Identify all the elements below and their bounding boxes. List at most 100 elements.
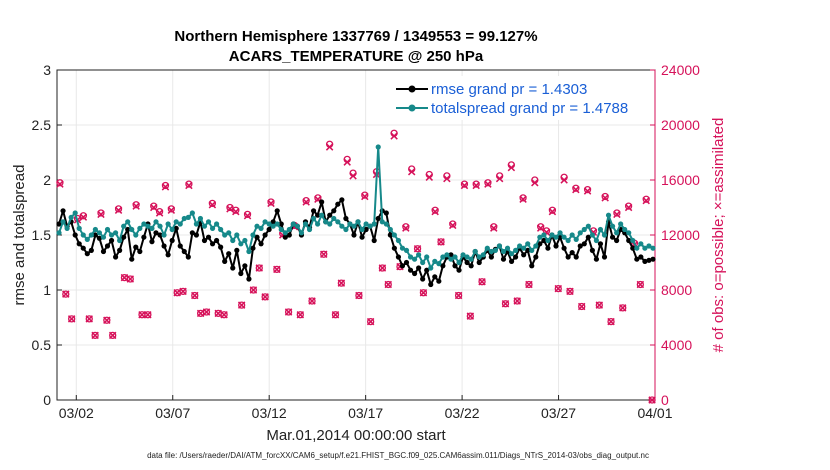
totalspread-point — [626, 230, 632, 236]
obs-assimilated-stroke — [495, 174, 504, 183]
obs-possible-point — [490, 223, 498, 231]
obs-possible-point — [109, 331, 117, 340]
obs-assimilated-point — [232, 207, 240, 216]
obs-possible-point — [566, 287, 574, 296]
obs-assimilated-point — [296, 311, 305, 319]
obs-assimilated-stroke — [243, 212, 252, 220]
rmse-point — [76, 241, 82, 247]
y-tick-label-left: 2.5 — [32, 117, 52, 133]
totalspread-point — [545, 237, 551, 244]
obs-assimilated-stroke — [513, 297, 521, 305]
rmse-point — [129, 256, 135, 262]
totalspread-point — [642, 245, 648, 251]
obs-assimilated-stroke — [150, 203, 158, 212]
y-tick-label-right: 0 — [661, 392, 669, 408]
axis-ticks: 03/02 03/07 03/12 03/17 03/22 03/27 04/0100.51… — [32, 62, 701, 421]
obs-assimilated-stroke — [548, 207, 557, 216]
totalspread-point — [266, 221, 272, 227]
obs-possible-point — [267, 198, 275, 206]
obs-assimilated-stroke — [85, 315, 93, 323]
legend-swatch-spread-marker — [408, 104, 416, 112]
obs-assimilated-stroke — [361, 192, 369, 201]
obs-assimilated-point — [548, 207, 557, 216]
totalspread-point — [242, 237, 248, 244]
obs-assimilated-stroke — [642, 196, 650, 205]
totalspread-point — [80, 232, 86, 238]
rmse-point — [230, 265, 236, 271]
obs-possible-point — [537, 223, 545, 231]
legend-label-spread: totalspread grand pr = 1.4788 — [431, 100, 628, 117]
obs-assimilated-point — [402, 224, 410, 232]
totalspread-point — [270, 223, 276, 229]
obs-assimilated-point — [132, 202, 140, 210]
obs-assimilated-point — [62, 290, 70, 298]
rmse-point — [250, 245, 256, 251]
y-tick-label-left: 0.5 — [32, 337, 52, 353]
rmse-point — [529, 263, 535, 269]
obs-assimilated-point — [91, 331, 99, 340]
rmse-point — [121, 234, 127, 240]
totalspread-point — [367, 223, 373, 229]
rmse-point — [331, 208, 337, 214]
obs-assimilated-point — [108, 331, 117, 340]
obs-assimilated-point — [407, 168, 416, 176]
totalspread-point — [553, 234, 559, 240]
legend-label-rmse: rmse grand pr = 1.4303 — [431, 81, 587, 98]
obs-assimilated-stroke — [103, 316, 111, 324]
y-tick-label-right: 16000 — [661, 172, 700, 188]
rmse-point — [383, 210, 389, 216]
totalspread-point — [141, 221, 147, 227]
chart-title-line2: ACARS_TEMPERATURE @ 250 hPa — [229, 48, 484, 65]
obs-assimilated-stroke — [366, 317, 375, 326]
obs-assimilated-point — [255, 264, 263, 272]
rmse-point — [286, 232, 292, 238]
obs-assimilated-point — [103, 316, 111, 324]
rmse-point — [117, 247, 123, 253]
obs-possible-point — [648, 396, 656, 404]
totalspread-point — [399, 245, 406, 251]
totalspread-point — [420, 259, 426, 266]
rmse-point — [363, 226, 369, 233]
obs-assimilated-stroke — [402, 224, 410, 232]
totalspread-point — [294, 223, 301, 229]
rmse-point — [456, 267, 462, 273]
totalspread-point — [335, 219, 341, 225]
totalspread-point — [262, 219, 268, 225]
obs-assimilated-point — [507, 163, 516, 172]
obs-assimilated-stroke — [536, 224, 545, 232]
rmse-point — [262, 232, 268, 238]
rmse-point — [351, 232, 357, 238]
obs-assimilated-point — [595, 301, 604, 309]
rmse-point — [569, 250, 575, 256]
obs-assimilated-stroke — [91, 331, 99, 340]
obs-assimilated-stroke — [425, 173, 434, 181]
rmse-point — [464, 259, 470, 266]
totalspread-point — [508, 251, 515, 257]
totalspread-point — [68, 214, 74, 220]
obs-assimilated-point — [337, 279, 346, 287]
totalspread-point — [504, 245, 511, 251]
obs-possible-point — [578, 302, 586, 311]
totalspread-point — [440, 254, 446, 260]
obs-possible-point — [572, 184, 580, 192]
obs-assimilated-point — [161, 183, 170, 191]
rmse-point — [201, 237, 208, 244]
obs-assimilated-stroke — [273, 265, 281, 274]
obs-assimilated-point — [495, 174, 504, 183]
obs-assimilated-point — [126, 275, 135, 283]
x-tick-label: 03/12 — [252, 405, 287, 421]
obs-assimilated-stroke — [267, 199, 275, 208]
obs-assimilated-stroke — [325, 143, 334, 151]
obs-possible-point — [314, 194, 322, 202]
y-tick-label-right: 20000 — [661, 117, 700, 133]
rmse-point — [84, 251, 90, 257]
y-tick-label-left: 1.5 — [32, 227, 52, 243]
totalspread-point — [476, 254, 482, 260]
y-tick-label-right: 8000 — [661, 282, 692, 298]
rmse-point — [416, 265, 422, 271]
totalspread-point — [323, 219, 329, 225]
totalspread-point — [351, 223, 357, 229]
obs-possible-point — [155, 207, 164, 216]
obs-possible-point — [308, 297, 316, 305]
rmse-point — [601, 254, 608, 260]
